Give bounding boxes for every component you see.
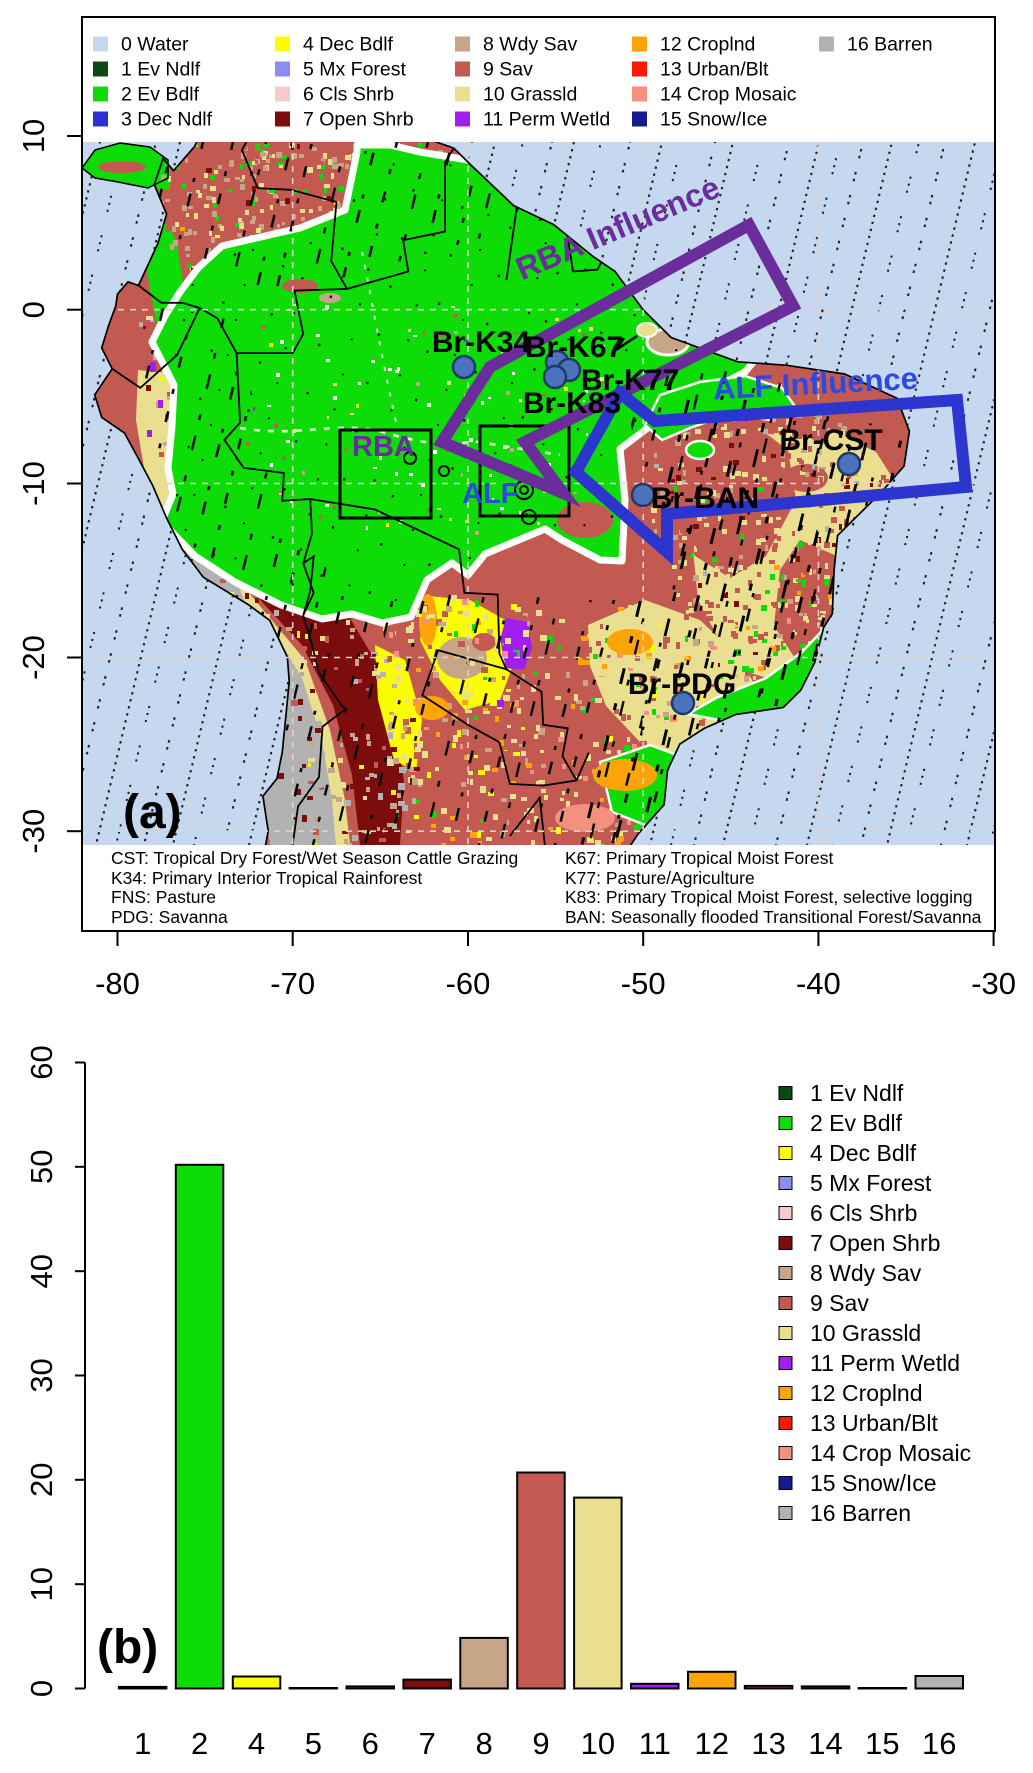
svg-text:9: 9 bbox=[532, 1726, 549, 1761]
svg-text:16 Barren: 16 Barren bbox=[847, 34, 933, 56]
svg-text:5 Mx Forest: 5 Mx Forest bbox=[303, 59, 407, 81]
svg-text:60: 60 bbox=[24, 1045, 59, 1079]
svg-text:10: 10 bbox=[16, 119, 51, 153]
svg-text:-70: -70 bbox=[270, 966, 315, 1001]
svg-text:12: 12 bbox=[694, 1726, 728, 1761]
svg-text:16: 16 bbox=[922, 1726, 956, 1761]
svg-text:16 Barren: 16 Barren bbox=[810, 1500, 911, 1526]
svg-text:Br-K67: Br-K67 bbox=[525, 331, 623, 364]
svg-text:2 Ev Bdlf: 2 Ev Bdlf bbox=[121, 84, 200, 106]
svg-text:BAN: Seasonally flooded Transi: BAN: Seasonally flooded Transitional For… bbox=[565, 907, 982, 927]
svg-text:FNS: Pasture: FNS: Pasture bbox=[111, 887, 216, 907]
svg-text:-30: -30 bbox=[16, 809, 51, 854]
svg-text:6 Cls Shrb: 6 Cls Shrb bbox=[810, 1200, 917, 1226]
svg-text:10 Grassld: 10 Grassld bbox=[810, 1320, 921, 1346]
svg-text:11: 11 bbox=[639, 1726, 671, 1761]
svg-text:11 Perm Wetld: 11 Perm Wetld bbox=[810, 1350, 960, 1376]
svg-text:4 Dec Bdlf: 4 Dec Bdlf bbox=[303, 34, 394, 56]
svg-text:PDG: Savanna: PDG: Savanna bbox=[111, 907, 228, 927]
svg-text:-80: -80 bbox=[95, 966, 140, 1001]
svg-text:-10: -10 bbox=[16, 461, 51, 506]
svg-text:15 Snow/Ice: 15 Snow/Ice bbox=[660, 109, 767, 131]
svg-text:9 Sav: 9 Sav bbox=[483, 59, 533, 81]
svg-text:0 Water: 0 Water bbox=[121, 34, 189, 56]
svg-text:6: 6 bbox=[362, 1726, 379, 1761]
svg-text:7 Open Shrb: 7 Open Shrb bbox=[810, 1230, 940, 1256]
svg-text:Br-CST: Br-CST bbox=[779, 424, 882, 457]
svg-text:Br-K34: Br-K34 bbox=[432, 326, 531, 359]
svg-text:14: 14 bbox=[808, 1726, 842, 1761]
svg-text:6 Cls Shrb: 6 Cls Shrb bbox=[303, 84, 394, 106]
svg-text:CST: Tropical Dry Forest/Wet S: CST: Tropical Dry Forest/Wet Season Catt… bbox=[111, 848, 518, 868]
svg-text:1 Ev Ndlf: 1 Ev Ndlf bbox=[810, 1080, 904, 1106]
svg-text:14 Crop Mosaic: 14 Crop Mosaic bbox=[810, 1440, 971, 1466]
svg-text:5: 5 bbox=[305, 1726, 322, 1761]
svg-text:K77: Pasture/Agriculture: K77: Pasture/Agriculture bbox=[565, 868, 755, 888]
svg-text:12 Croplnd: 12 Croplnd bbox=[810, 1380, 923, 1406]
svg-text:(a): (a) bbox=[123, 786, 182, 839]
svg-text:-60: -60 bbox=[446, 966, 491, 1001]
svg-text:8 Wdy Sav: 8 Wdy Sav bbox=[810, 1260, 922, 1286]
svg-text:15: 15 bbox=[865, 1726, 899, 1761]
svg-text:10: 10 bbox=[581, 1726, 615, 1761]
svg-text:1: 1 bbox=[134, 1726, 151, 1761]
svg-text:8: 8 bbox=[475, 1726, 492, 1761]
svg-text:3 Dec Ndlf: 3 Dec Ndlf bbox=[121, 109, 213, 131]
svg-text:Br-K77: Br-K77 bbox=[581, 364, 679, 397]
svg-text:7: 7 bbox=[419, 1726, 436, 1761]
svg-text:40: 40 bbox=[24, 1254, 59, 1288]
svg-text:K34: Primary Interior Tropical: K34: Primary Interior Tropical Rainfores… bbox=[111, 868, 422, 888]
svg-text:7 Open Shrb: 7 Open Shrb bbox=[303, 109, 414, 131]
svg-text:Br-PDG: Br-PDG bbox=[628, 668, 736, 701]
svg-text:11 Perm Wetld: 11 Perm Wetld bbox=[483, 109, 610, 131]
svg-text:2 Ev Bdlf: 2 Ev Bdlf bbox=[810, 1110, 903, 1136]
svg-text:5 Mx Forest: 5 Mx Forest bbox=[810, 1170, 932, 1196]
svg-text:0: 0 bbox=[16, 301, 51, 318]
svg-text:Br-BAN: Br-BAN bbox=[651, 482, 759, 515]
svg-text:4: 4 bbox=[248, 1726, 265, 1761]
svg-text:4 Dec Bdlf: 4 Dec Bdlf bbox=[810, 1140, 917, 1166]
svg-text:14 Crop Mosaic: 14 Crop Mosaic bbox=[660, 84, 797, 106]
svg-text:30: 30 bbox=[24, 1358, 59, 1392]
svg-text:ALF: ALF bbox=[462, 478, 518, 510]
svg-text:K67: Primary Tropical Moist Fo: K67: Primary Tropical Moist Forest bbox=[565, 848, 834, 868]
svg-text:12 Croplnd: 12 Croplnd bbox=[660, 34, 755, 56]
svg-text:10 Grassld: 10 Grassld bbox=[483, 84, 577, 106]
svg-text:8 Wdy Sav: 8 Wdy Sav bbox=[483, 34, 578, 56]
svg-text:13 Urban/Blt: 13 Urban/Blt bbox=[810, 1410, 938, 1436]
svg-text:13 Urban/Blt: 13 Urban/Blt bbox=[660, 59, 769, 81]
svg-text:1 Ev Ndlf: 1 Ev Ndlf bbox=[121, 59, 201, 81]
svg-text:13: 13 bbox=[751, 1726, 785, 1761]
svg-text:-20: -20 bbox=[16, 635, 51, 680]
svg-text:Br-K83: Br-K83 bbox=[523, 387, 621, 420]
svg-text:-40: -40 bbox=[796, 966, 841, 1001]
svg-text:RBA: RBA bbox=[352, 431, 415, 463]
svg-text:20: 20 bbox=[24, 1463, 59, 1497]
svg-text:-30: -30 bbox=[971, 966, 1016, 1001]
svg-text:50: 50 bbox=[24, 1150, 59, 1184]
svg-text:0: 0 bbox=[24, 1680, 59, 1697]
svg-text:(b): (b) bbox=[97, 1621, 158, 1674]
svg-text:9 Sav: 9 Sav bbox=[810, 1290, 869, 1316]
svg-text:-50: -50 bbox=[621, 966, 666, 1001]
svg-text:2: 2 bbox=[191, 1726, 208, 1761]
svg-text:K83: Primary Tropical Moist Fo: K83: Primary Tropical Moist Forest, sele… bbox=[565, 887, 973, 907]
svg-text:10: 10 bbox=[24, 1567, 59, 1601]
svg-text:15 Snow/Ice: 15 Snow/Ice bbox=[810, 1470, 937, 1496]
